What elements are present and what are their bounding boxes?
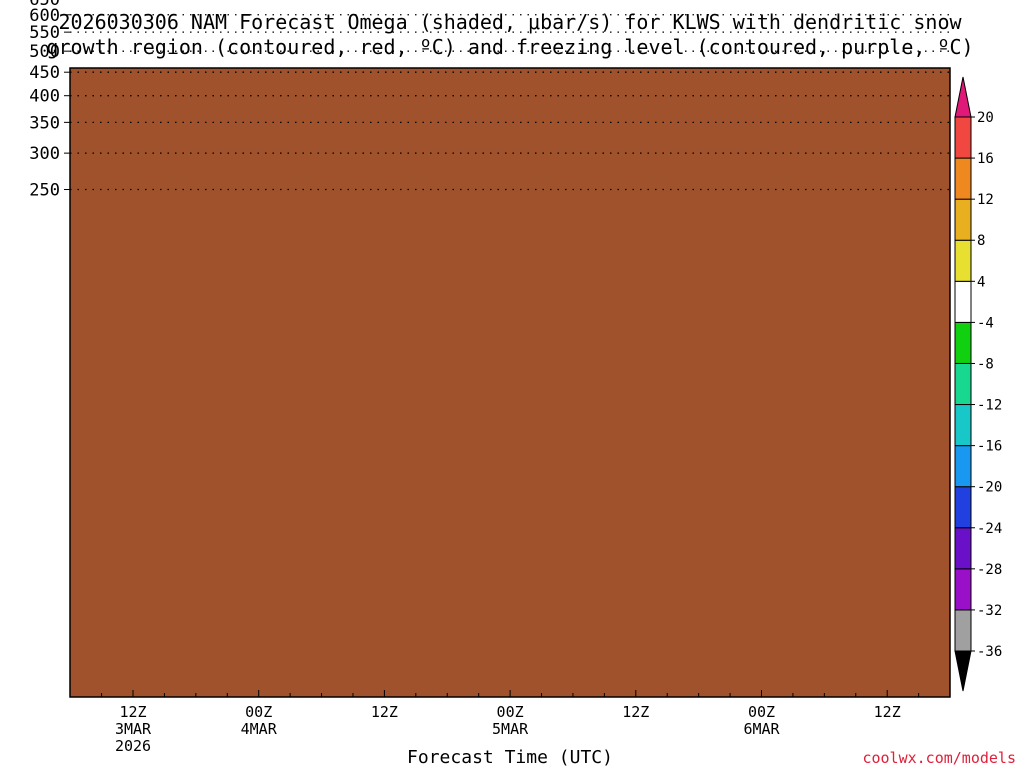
omega-colorbar: -36 -32 -28 -24 -20 -16 -12 -8 -4 4 8 12 16 20 [954,76,1002,692]
y-tick-label: 450 [29,63,60,83]
colorbar-tick-label: -8 [977,356,994,372]
colorbar-tick-label: -36 [977,644,1002,660]
y-tick-label: 250 [29,181,60,201]
x-tick-label: 2026 [115,737,151,755]
chart-title-line-2: growth region (contoured, red, ºC) and f… [46,35,973,59]
colorbar-tick-label: -4 [977,315,994,331]
colorbar-tick-label: 8 [977,233,985,249]
x-axis-label: Forecast Time (UTC) [407,747,613,768]
colorbar-tick-label: 16 [977,151,994,167]
colorbar-segment [954,280,972,323]
colorbar-segment [954,568,972,611]
colorbar-segment [954,486,972,529]
colorbar-low-arrow [954,650,972,692]
colorbar-tick-label: -12 [977,398,1002,414]
colorbar-high-arrow [954,76,972,118]
colorbar-tick-label: -16 [977,439,1002,455]
x-tick-label: 12Z [371,703,398,721]
y-tick-label: 600 [29,6,60,26]
colorbar-tick-label: -24 [977,521,1002,537]
colorbar-segment [954,321,972,364]
x-tick-label: 00Z [497,703,524,721]
y-tick-label: 300 [29,144,60,164]
y-tick-label: 500 [29,42,60,62]
y-tick-label: 550 [29,23,60,43]
colorbar-segment [954,198,972,241]
plot-area [70,68,950,697]
colorbar-tick-label: 4 [977,274,985,290]
x-tick-label: 12Z [874,703,901,721]
colorbar-segment [954,362,972,406]
x-tick-label: 4MAR [241,720,278,738]
x-tick-label: 12Z [622,703,649,721]
colorbar-segment [954,116,972,159]
colorbar-tick-label: -28 [977,562,1002,578]
colorbar-segment [954,157,972,200]
y-axis-pressure: 2503003504004505005506006507007508008509… [29,0,70,201]
y-tick-label: 400 [29,87,60,107]
x-tick-label: 12Z [119,703,146,721]
y-tick-label: 350 [29,113,60,133]
x-tick-label: 3MAR [115,720,152,738]
below-ground-terrain [70,68,950,697]
colorbar-segment [954,404,972,447]
colorbar-segment [954,239,972,282]
x-tick-label: 00Z [748,703,775,721]
chart-title-line-1: 2026030306 NAM Forecast Omega (shaded, μ… [58,10,962,34]
colorbar-segment [954,445,972,488]
x-tick-label: 00Z [245,703,272,721]
colorbar-tick-label: 20 [977,110,994,126]
x-tick-label: 5MAR [492,720,529,738]
site-credit[interactable]: coolwx.com/models [862,749,1016,767]
colorbar-tick-label: -20 [977,480,1002,496]
x-tick-label: 6MAR [743,720,780,738]
colorbar-segment [954,527,972,570]
y-tick-label: 650 [29,0,60,10]
colorbar-tick-label: -32 [977,603,1002,619]
colorbar-segment [954,609,972,652]
colorbar-tick-label: 12 [977,192,994,208]
